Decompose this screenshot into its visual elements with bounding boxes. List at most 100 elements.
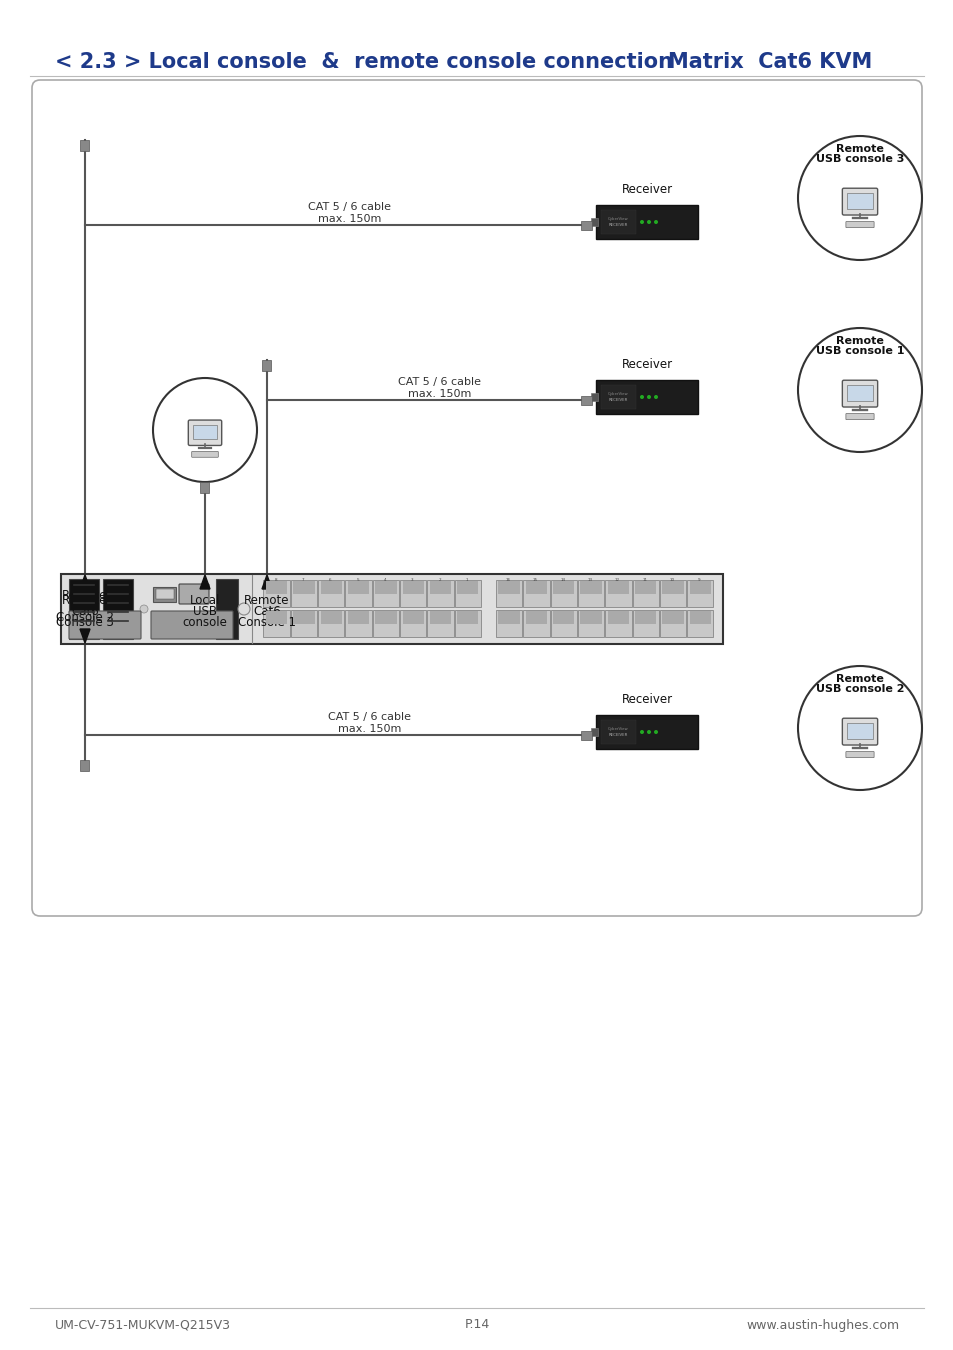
FancyBboxPatch shape [550, 609, 577, 636]
FancyBboxPatch shape [61, 574, 722, 644]
FancyBboxPatch shape [317, 609, 344, 636]
Circle shape [646, 730, 650, 734]
FancyBboxPatch shape [550, 579, 577, 606]
Text: 3: 3 [411, 578, 413, 582]
FancyBboxPatch shape [841, 381, 877, 406]
FancyBboxPatch shape [607, 580, 628, 594]
FancyBboxPatch shape [188, 420, 221, 446]
Text: Receiver: Receiver [620, 358, 672, 371]
Text: CAT 5 / 6 cable: CAT 5 / 6 cable [328, 711, 411, 722]
FancyBboxPatch shape [293, 580, 314, 594]
Text: 10: 10 [669, 578, 674, 582]
FancyBboxPatch shape [523, 609, 549, 636]
Text: 16: 16 [505, 578, 510, 582]
Circle shape [140, 605, 148, 613]
FancyBboxPatch shape [590, 728, 598, 736]
FancyBboxPatch shape [266, 612, 287, 624]
Text: www.austin-hughes.com: www.austin-hughes.com [746, 1319, 899, 1331]
Text: max. 150m: max. 150m [408, 389, 471, 400]
FancyBboxPatch shape [596, 379, 698, 414]
FancyBboxPatch shape [604, 579, 631, 606]
FancyBboxPatch shape [581, 220, 592, 230]
Text: 13: 13 [587, 578, 592, 582]
Text: Cat6: Cat6 [71, 599, 99, 613]
FancyBboxPatch shape [317, 579, 344, 606]
Text: USB console 1: USB console 1 [815, 346, 903, 356]
Text: Remote: Remote [835, 336, 883, 346]
FancyBboxPatch shape [32, 80, 921, 917]
Circle shape [654, 730, 658, 734]
FancyBboxPatch shape [635, 612, 656, 624]
FancyBboxPatch shape [345, 579, 372, 606]
Circle shape [639, 730, 643, 734]
Text: 5: 5 [355, 578, 358, 582]
Text: 14: 14 [559, 578, 565, 582]
FancyBboxPatch shape [430, 580, 451, 594]
FancyBboxPatch shape [841, 718, 877, 745]
FancyBboxPatch shape [69, 612, 141, 639]
Text: CyberView: CyberView [608, 728, 628, 730]
FancyBboxPatch shape [455, 579, 480, 606]
FancyBboxPatch shape [496, 609, 521, 636]
FancyBboxPatch shape [579, 580, 601, 594]
Text: RECEIVER: RECEIVER [608, 733, 627, 737]
FancyBboxPatch shape [581, 730, 592, 740]
FancyBboxPatch shape [80, 139, 90, 150]
Text: USB: USB [193, 605, 216, 618]
Text: Remote: Remote [62, 594, 108, 608]
FancyBboxPatch shape [373, 609, 398, 636]
Polygon shape [262, 575, 272, 589]
FancyBboxPatch shape [846, 193, 872, 208]
FancyBboxPatch shape [846, 385, 872, 401]
Text: CyberView: CyberView [608, 392, 628, 396]
Text: Remote: Remote [835, 144, 883, 154]
Polygon shape [80, 575, 90, 589]
FancyBboxPatch shape [596, 205, 698, 239]
FancyBboxPatch shape [659, 609, 685, 636]
FancyBboxPatch shape [192, 451, 218, 458]
FancyBboxPatch shape [553, 612, 574, 624]
FancyBboxPatch shape [553, 580, 574, 594]
Text: 2: 2 [437, 578, 440, 582]
FancyBboxPatch shape [579, 612, 601, 624]
Text: Remote: Remote [835, 674, 883, 684]
Circle shape [797, 666, 921, 790]
Text: UM-CV-751-MUKVM-Q215V3: UM-CV-751-MUKVM-Q215V3 [55, 1319, 231, 1331]
FancyBboxPatch shape [153, 586, 176, 602]
FancyBboxPatch shape [600, 720, 636, 744]
Text: Console 1: Console 1 [237, 616, 295, 629]
FancyBboxPatch shape [607, 612, 628, 624]
Circle shape [639, 220, 643, 224]
Text: max. 150m: max. 150m [338, 724, 401, 734]
Circle shape [646, 220, 650, 224]
FancyBboxPatch shape [427, 579, 454, 606]
FancyBboxPatch shape [498, 580, 519, 594]
FancyBboxPatch shape [635, 580, 656, 594]
FancyBboxPatch shape [525, 580, 547, 594]
FancyBboxPatch shape [686, 579, 713, 606]
Text: < 2.3 > Local console  &  remote console connection: < 2.3 > Local console & remote console c… [55, 53, 672, 72]
FancyBboxPatch shape [496, 579, 521, 606]
Text: 6: 6 [329, 578, 332, 582]
Text: 11: 11 [641, 578, 646, 582]
Circle shape [639, 396, 643, 400]
Text: 4: 4 [383, 578, 386, 582]
FancyBboxPatch shape [600, 385, 636, 409]
Circle shape [152, 378, 256, 482]
FancyBboxPatch shape [632, 609, 659, 636]
Circle shape [654, 220, 658, 224]
Circle shape [797, 328, 921, 452]
Text: 15: 15 [533, 578, 537, 582]
FancyBboxPatch shape [69, 579, 99, 639]
FancyBboxPatch shape [845, 413, 873, 420]
FancyBboxPatch shape [399, 609, 426, 636]
FancyBboxPatch shape [193, 424, 217, 439]
Text: Local: Local [190, 594, 220, 608]
Text: 12: 12 [614, 578, 619, 582]
FancyBboxPatch shape [373, 579, 398, 606]
FancyBboxPatch shape [80, 760, 90, 771]
Text: CAT 5 / 6 cable: CAT 5 / 6 cable [308, 202, 391, 212]
FancyBboxPatch shape [427, 609, 454, 636]
FancyBboxPatch shape [661, 612, 683, 624]
Text: Cat6: Cat6 [71, 605, 99, 618]
